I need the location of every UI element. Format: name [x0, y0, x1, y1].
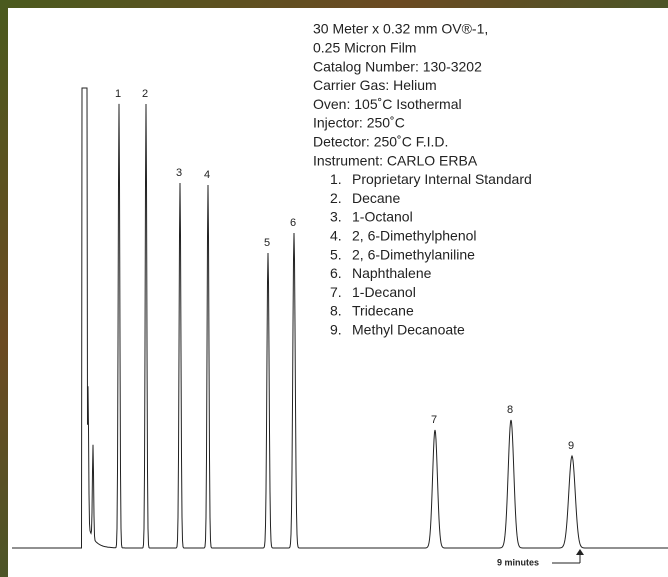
method-line: Carrier Gas: Helium: [313, 77, 437, 93]
compound-name: Decane: [352, 190, 400, 206]
method-line: Detector: 250˚C F.I.D.: [313, 134, 448, 150]
compound-number: 5.: [330, 246, 342, 262]
peak-label: 8: [507, 404, 513, 416]
compound-name: Naphthalene: [352, 265, 432, 281]
peak-label: 3: [176, 167, 182, 179]
compound-number: 3.: [330, 209, 342, 225]
compound-name: 2, 6-Dimethylphenol: [352, 228, 477, 244]
method-line: Catalog Number: 130-3202: [313, 58, 482, 74]
arrow-head: [576, 549, 584, 555]
compound-number: 2.: [330, 190, 342, 206]
compound-name: 1-Octanol: [352, 209, 413, 225]
peak-label: 7: [431, 414, 437, 426]
peak-label: 1: [115, 88, 121, 100]
trace: [12, 87, 668, 549]
annotation: 9 minutes: [497, 557, 539, 567]
compound-name: Tridecane: [352, 303, 414, 319]
compound-name: 2, 6-Dimethylaniline: [352, 246, 475, 262]
peak-label: 4: [204, 169, 210, 181]
method-line: Instrument: CARLO ERBA: [313, 152, 478, 168]
method-line: Oven: 105˚C Isothermal: [313, 96, 462, 112]
peak-label: 5: [264, 237, 270, 249]
method-line: Injector: 250˚C: [313, 115, 405, 131]
compound-number: 9.: [330, 322, 342, 338]
compound-number: 6.: [330, 265, 342, 281]
method-line: 0.25 Micron Film: [313, 40, 416, 56]
peak-label: 9: [568, 440, 574, 452]
compound-number: 1.: [330, 171, 342, 187]
compound-name: 1-Decanol: [352, 284, 416, 300]
peak-label: 6: [290, 217, 296, 229]
compound-number: 7.: [330, 284, 342, 300]
method-line: 30 Meter x 0.32 mm OV®-1,: [313, 21, 488, 37]
compound-name: Proprietary Internal Standard: [352, 171, 532, 187]
peak-label: 2: [142, 88, 148, 100]
compound-number: 8.: [330, 303, 342, 319]
compound-name: Methyl Decanoate: [352, 322, 465, 338]
compound-number: 4.: [330, 228, 342, 244]
